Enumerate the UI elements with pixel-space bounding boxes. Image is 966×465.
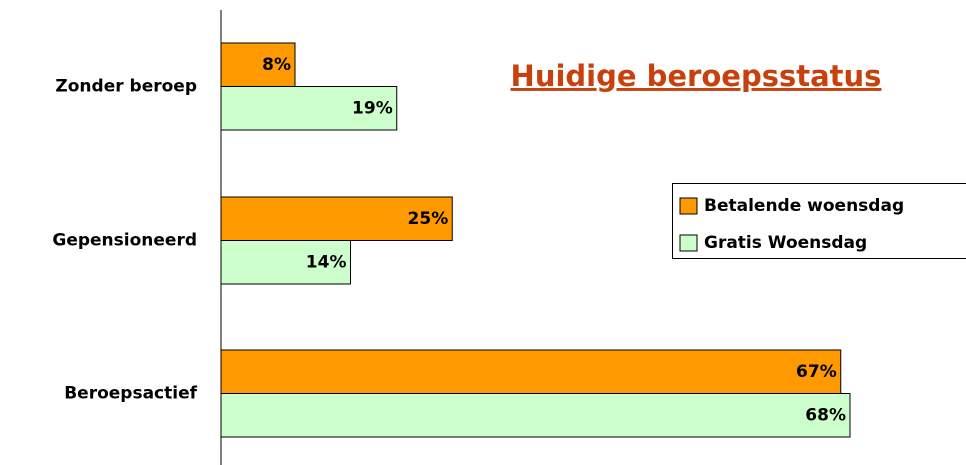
chart-title: Huidige beroepsstatus xyxy=(511,59,882,93)
value-label: 19% xyxy=(352,98,393,118)
bar xyxy=(220,393,851,438)
value-label: 14% xyxy=(306,252,347,272)
bar xyxy=(220,349,842,394)
value-label: 25% xyxy=(408,209,449,229)
legend-box xyxy=(672,183,966,259)
legend-label: Betalende woensdag xyxy=(704,196,904,216)
legend-swatch xyxy=(679,197,698,215)
legend-label: Gratis Woensdag xyxy=(704,233,867,253)
bar xyxy=(220,196,453,241)
category-label: Zonder beroep xyxy=(55,77,197,97)
category-label: Gepensioneerd xyxy=(52,231,197,251)
value-label: 67% xyxy=(796,362,837,382)
value-label: 68% xyxy=(805,405,846,425)
bar xyxy=(220,240,351,285)
legend-swatch xyxy=(679,234,698,252)
category-label: Beroepsactief xyxy=(64,384,197,404)
bar xyxy=(220,42,296,87)
bar xyxy=(220,86,398,131)
value-label: 8% xyxy=(262,55,291,75)
